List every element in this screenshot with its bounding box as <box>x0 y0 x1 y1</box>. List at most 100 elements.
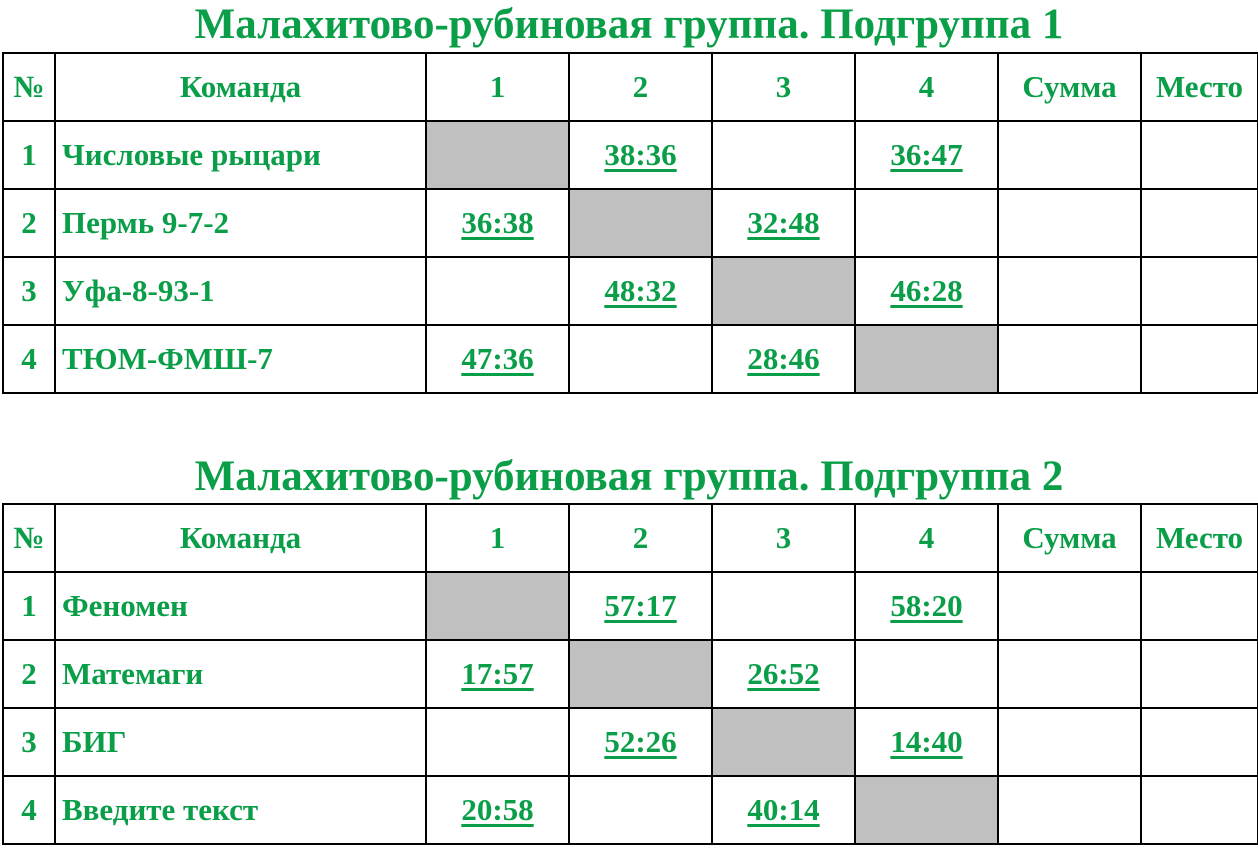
team-name: Уфа-8-93-1 <box>54 256 427 326</box>
diagonal-cell <box>854 324 999 394</box>
score-cell: 48:32 <box>568 256 713 326</box>
sum-cell <box>997 256 1142 326</box>
team-name: Введите текст <box>54 775 427 845</box>
header-team: Команда <box>54 503 427 573</box>
sum-cell <box>997 324 1142 394</box>
table-row: 2 Матемаги 17:57 26:52 <box>2 639 1258 709</box>
score-cell: 32:48 <box>711 188 856 258</box>
table-row: 4 Введите текст 20:58 40:14 <box>2 775 1258 845</box>
score-link[interactable]: 17:57 <box>461 656 534 691</box>
score-link[interactable]: 38:36 <box>604 137 677 172</box>
diagonal-cell <box>711 256 856 326</box>
sum-cell <box>997 639 1142 709</box>
score-link[interactable]: 48:32 <box>604 273 677 308</box>
header-row: № Команда 1 2 3 4 Сумма Место <box>2 503 1258 573</box>
header-opponent: 1 <box>425 52 570 122</box>
score-link[interactable]: 14:40 <box>890 724 963 759</box>
row-num: 1 <box>2 571 56 641</box>
header-row: № Команда 1 2 3 4 Сумма Место <box>2 52 1258 122</box>
table-row: 3 Уфа-8-93-1 48:32 46:28 <box>2 256 1258 326</box>
empty-cell <box>711 571 856 641</box>
diagonal-cell <box>425 571 570 641</box>
score-cell: 57:17 <box>568 571 713 641</box>
score-cell: 46:28 <box>854 256 999 326</box>
row-num: 3 <box>2 707 56 777</box>
score-link[interactable]: 46:28 <box>890 273 963 308</box>
row-num: 1 <box>2 120 56 190</box>
header-sum: Сумма <box>997 503 1142 573</box>
team-name: ТЮМ-ФМШ-7 <box>54 324 427 394</box>
team-name: Феномен <box>54 571 427 641</box>
sum-cell <box>997 188 1142 258</box>
diagonal-cell <box>568 639 713 709</box>
results-table: № Команда 1 2 3 4 Сумма Место 1 Числовые рыца… <box>2 52 1258 394</box>
score-link[interactable]: 47:36 <box>461 341 534 376</box>
score-link[interactable]: 58:20 <box>890 588 963 623</box>
score-cell: 26:52 <box>711 639 856 709</box>
header-num: № <box>2 52 56 122</box>
group-title: Малахитово-рубиновая группа. Подгруппа 1 <box>194 1 1064 48</box>
diagonal-cell <box>711 707 856 777</box>
row-num: 3 <box>2 256 56 326</box>
place-cell <box>1140 120 1258 190</box>
table-row: 3 БИГ 52:26 14:40 <box>2 707 1258 777</box>
table-row: 4 ТЮМ-ФМШ-7 47:36 28:46 <box>2 324 1258 394</box>
empty-cell <box>711 120 856 190</box>
score-link[interactable]: 32:48 <box>747 205 820 240</box>
diagonal-cell <box>425 120 570 190</box>
score-cell: 20:58 <box>425 775 570 845</box>
score-cell: 58:20 <box>854 571 999 641</box>
score-cell: 40:14 <box>711 775 856 845</box>
score-cell: 36:38 <box>425 188 570 258</box>
header-opponent: 3 <box>711 503 856 573</box>
score-cell: 52:26 <box>568 707 713 777</box>
header-place: Место <box>1140 503 1258 573</box>
header-opponent: 4 <box>854 52 999 122</box>
header-opponent: 1 <box>425 503 570 573</box>
score-link[interactable]: 36:47 <box>890 137 963 172</box>
team-name: Числовые рыцари <box>54 120 427 190</box>
empty-cell <box>425 707 570 777</box>
header-place: Место <box>1140 52 1258 122</box>
header-opponent: 2 <box>568 52 713 122</box>
team-name: Матемаги <box>54 639 427 709</box>
place-cell <box>1140 324 1258 394</box>
place-cell <box>1140 775 1258 845</box>
diagonal-cell <box>568 188 713 258</box>
sum-cell <box>997 571 1142 641</box>
score-cell: 47:36 <box>425 324 570 394</box>
score-cell: 17:57 <box>425 639 570 709</box>
table-row: 1 Числовые рыцари 38:36 36:47 <box>2 120 1258 190</box>
table-row: 2 Пермь 9-7-2 36:38 32:48 <box>2 188 1258 258</box>
header-opponent: 3 <box>711 52 856 122</box>
empty-cell <box>425 256 570 326</box>
score-cell: 14:40 <box>854 707 999 777</box>
header-opponent: 2 <box>568 503 713 573</box>
score-link[interactable]: 26:52 <box>747 656 820 691</box>
team-name: Пермь 9-7-2 <box>54 188 427 258</box>
sum-cell <box>997 775 1142 845</box>
sum-cell <box>997 120 1142 190</box>
header-opponent: 4 <box>854 503 999 573</box>
table-row: 1 Феномен 57:17 58:20 <box>2 571 1258 641</box>
score-cell: 38:36 <box>568 120 713 190</box>
score-cell: 36:47 <box>854 120 999 190</box>
row-num: 2 <box>2 188 56 258</box>
score-link[interactable]: 40:14 <box>747 792 820 827</box>
score-link[interactable]: 36:38 <box>461 205 534 240</box>
score-link[interactable]: 20:58 <box>461 792 534 827</box>
place-cell <box>1140 188 1258 258</box>
team-name: БИГ <box>54 707 427 777</box>
results-table: № Команда 1 2 3 4 Сумма Место 1 Феномен 57:17 5… <box>2 503 1258 845</box>
empty-cell <box>854 639 999 709</box>
score-link[interactable]: 57:17 <box>604 588 677 623</box>
group-title: Малахитово-рубиновая группа. Подгруппа 2 <box>194 453 1064 500</box>
score-link[interactable]: 28:46 <box>747 341 820 376</box>
header-sum: Сумма <box>997 52 1142 122</box>
empty-cell <box>568 324 713 394</box>
header-num: № <box>2 503 56 573</box>
header-team: Команда <box>54 52 427 122</box>
empty-cell <box>854 188 999 258</box>
score-link[interactable]: 52:26 <box>604 724 677 759</box>
row-num: 2 <box>2 639 56 709</box>
